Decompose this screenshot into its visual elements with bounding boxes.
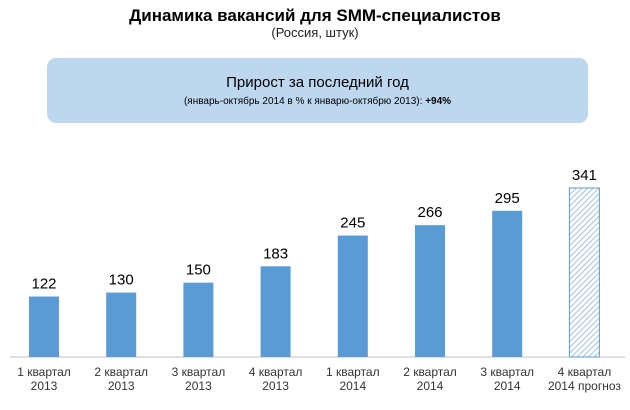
x-tick-label: 2014 xyxy=(339,379,366,393)
x-tick-label: 2014 xyxy=(417,379,444,393)
growth-callout: Прирост за последний год (январь-октябрь… xyxy=(47,58,588,123)
chart-subtitle: (Россия, штук) xyxy=(271,25,359,40)
x-tick-label: 3 квартал xyxy=(480,365,534,379)
x-tick-label: 2 квартал xyxy=(94,365,148,379)
x-tick-label: 2014 xyxy=(494,379,521,393)
bar xyxy=(106,292,137,357)
data-label: 341 xyxy=(572,167,597,184)
bar xyxy=(337,235,368,357)
data-label: 183 xyxy=(263,245,288,262)
callout-value: +94% xyxy=(425,96,452,107)
x-tick-label: 2013 xyxy=(262,379,289,393)
x-tick-label: 2013 xyxy=(185,379,212,393)
chart-title: Динамика вакансий для SMM-специалистов xyxy=(129,6,501,25)
x-tick-label: 2014 прогноз xyxy=(548,379,621,393)
bar xyxy=(29,296,59,357)
bar xyxy=(260,266,291,357)
data-label: 130 xyxy=(109,272,134,289)
data-label: 150 xyxy=(186,262,211,279)
data-label: 122 xyxy=(31,276,56,293)
data-label: 295 xyxy=(495,190,520,207)
x-tick-label: 2013 xyxy=(108,379,135,393)
x-tick-label: 3 квартал xyxy=(172,365,226,379)
data-label: 245 xyxy=(340,215,365,232)
forecast-bar xyxy=(568,187,600,358)
callout-detail: (январь-октябрь 2014 в % к январю-октябр… xyxy=(183,96,423,107)
callout-heading: Прирост за последний год xyxy=(226,74,409,91)
bar xyxy=(415,225,445,357)
x-tick-label: 2 квартал xyxy=(403,365,457,379)
bar xyxy=(492,210,523,357)
x-tick-label: 2013 xyxy=(31,379,58,393)
x-tick-label: 1 квартал xyxy=(326,365,380,379)
x-tick-label: 1 квартал xyxy=(17,365,71,379)
x-tick-label: 4 квартал xyxy=(558,365,612,379)
x-tick-label: 4 квартал xyxy=(249,365,303,379)
data-label: 266 xyxy=(417,204,442,221)
bar xyxy=(183,282,214,357)
